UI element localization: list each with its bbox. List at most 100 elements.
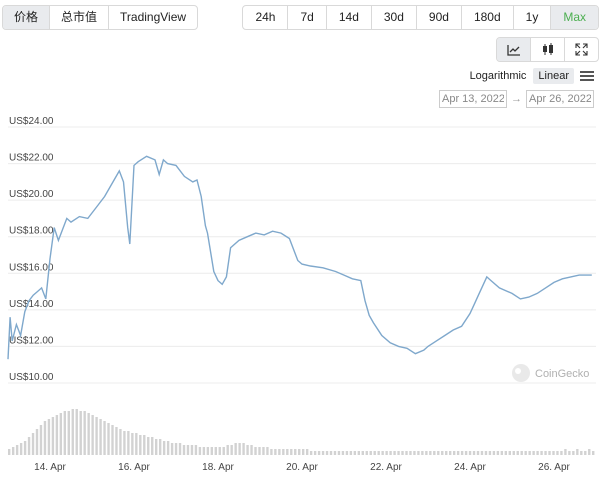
volume-bar bbox=[135, 433, 138, 455]
volume-bar bbox=[178, 443, 182, 455]
volume-bar bbox=[63, 411, 67, 455]
candlestick-icon bbox=[542, 43, 553, 55]
range-max[interactable]: Max bbox=[551, 6, 598, 29]
y-tick-label: US$18.00 bbox=[9, 226, 54, 237]
volume-bar bbox=[508, 451, 511, 455]
volume-bar bbox=[361, 451, 364, 455]
volume-bar bbox=[298, 449, 301, 455]
volume-bar bbox=[325, 451, 329, 455]
volume-bar bbox=[584, 451, 587, 455]
volume-bar bbox=[421, 451, 424, 455]
volume-bar bbox=[214, 447, 217, 455]
volume-bar bbox=[492, 451, 496, 455]
range-30d[interactable]: 30d bbox=[372, 6, 417, 29]
volume-bar bbox=[15, 445, 19, 455]
volume-bar bbox=[39, 425, 43, 455]
date-from-input[interactable] bbox=[439, 90, 507, 108]
volume-bar bbox=[27, 437, 31, 455]
candlestick-button[interactable] bbox=[531, 38, 565, 61]
volume-bar bbox=[238, 443, 241, 455]
volume-bar bbox=[143, 435, 146, 455]
volume-bar bbox=[230, 445, 233, 455]
volume-bar bbox=[234, 443, 237, 455]
volume-bar bbox=[75, 409, 78, 455]
volume-bar bbox=[512, 451, 515, 455]
watermark-text: CoinGecko bbox=[535, 368, 589, 380]
volume-bar bbox=[425, 451, 428, 455]
volume-bar bbox=[472, 451, 476, 455]
volume-bar bbox=[103, 421, 106, 455]
y-tick-label: US$20.00 bbox=[9, 189, 54, 200]
volume-bar bbox=[186, 445, 190, 455]
y-axis-labels: US$24.00 US$22.00 US$20.00 US$18.00 US$16.00… bbox=[9, 116, 54, 383]
volume-bar bbox=[377, 451, 380, 455]
volume-bar bbox=[162, 441, 166, 455]
range-1y[interactable]: 1y bbox=[514, 6, 552, 29]
chart-grid bbox=[8, 126, 596, 384]
menu-icon[interactable] bbox=[580, 71, 594, 81]
volume-bar bbox=[43, 421, 47, 455]
volume-bar bbox=[329, 451, 333, 455]
volume-bar bbox=[31, 433, 35, 455]
volume-bar bbox=[445, 451, 448, 455]
volume-bar bbox=[413, 451, 416, 455]
volume-bar bbox=[532, 451, 535, 455]
coingecko-watermark: CoinGecko bbox=[512, 364, 589, 382]
date-range: → bbox=[439, 90, 594, 108]
scale-logarithmic[interactable]: Logarithmic bbox=[469, 70, 527, 82]
volume-bar bbox=[433, 451, 436, 455]
volume-bar bbox=[353, 451, 357, 455]
price-chart: US$24.00 US$22.00 US$20.00 US$18.00 US$16.00… bbox=[7, 116, 596, 473]
volume-bar bbox=[270, 449, 273, 455]
volume-bars bbox=[8, 409, 595, 455]
volume-bar bbox=[369, 451, 372, 455]
x-tick-label: 22. Apr bbox=[370, 462, 402, 473]
volume-bar bbox=[313, 451, 317, 455]
range-180d[interactable]: 180d bbox=[462, 6, 514, 29]
volume-bar bbox=[321, 451, 325, 455]
fullscreen-button[interactable] bbox=[565, 38, 598, 61]
volume-bar bbox=[119, 429, 122, 455]
y-tick-label: US$14.00 bbox=[9, 299, 54, 310]
line-chart-button[interactable] bbox=[497, 38, 531, 61]
volume-bar bbox=[401, 451, 404, 455]
tab-market-cap[interactable]: 总市值 bbox=[50, 6, 110, 29]
volume-bar bbox=[155, 439, 158, 455]
volume-bar bbox=[488, 451, 492, 455]
volume-bar bbox=[349, 451, 353, 455]
y-tick-label: US$12.00 bbox=[9, 335, 54, 346]
volume-bar bbox=[456, 451, 460, 455]
volume-bar bbox=[139, 435, 142, 455]
volume-bar bbox=[262, 447, 265, 455]
volume-bar bbox=[166, 441, 170, 455]
volume-bar bbox=[151, 437, 154, 455]
volume-bar bbox=[258, 447, 261, 455]
range-7d[interactable]: 7d bbox=[288, 6, 327, 29]
volume-bar bbox=[333, 451, 337, 455]
range-90d[interactable]: 90d bbox=[417, 6, 462, 29]
volume-bar bbox=[437, 451, 440, 455]
volume-bar bbox=[496, 451, 500, 455]
volume-bar bbox=[468, 451, 472, 455]
volume-bar bbox=[198, 447, 202, 455]
x-tick-label: 24. Apr bbox=[454, 462, 486, 473]
tab-price[interactable]: 价格 bbox=[3, 6, 51, 29]
x-axis-labels: 14. Apr 16. Apr 18. Apr 20. Apr 22. Apr 24. A… bbox=[34, 462, 570, 473]
volume-bar bbox=[536, 451, 539, 455]
x-tick-label: 18. Apr bbox=[202, 462, 234, 473]
volume-bar bbox=[254, 447, 257, 455]
range-14d[interactable]: 14d bbox=[327, 6, 372, 29]
volume-bar bbox=[385, 451, 388, 455]
volume-bar bbox=[147, 437, 150, 455]
tab-tradingview[interactable]: TradingView bbox=[120, 10, 187, 24]
volume-bar bbox=[91, 415, 94, 455]
volume-bar bbox=[345, 451, 349, 455]
volume-bar bbox=[278, 449, 281, 455]
volume-bar bbox=[544, 451, 547, 455]
volume-bar bbox=[540, 451, 543, 455]
volume-bar bbox=[576, 449, 579, 455]
volume-bar bbox=[127, 431, 130, 455]
date-to-input[interactable] bbox=[526, 90, 594, 108]
scale-linear[interactable]: Linear bbox=[533, 68, 574, 84]
range-24h[interactable]: 24h bbox=[243, 6, 289, 29]
